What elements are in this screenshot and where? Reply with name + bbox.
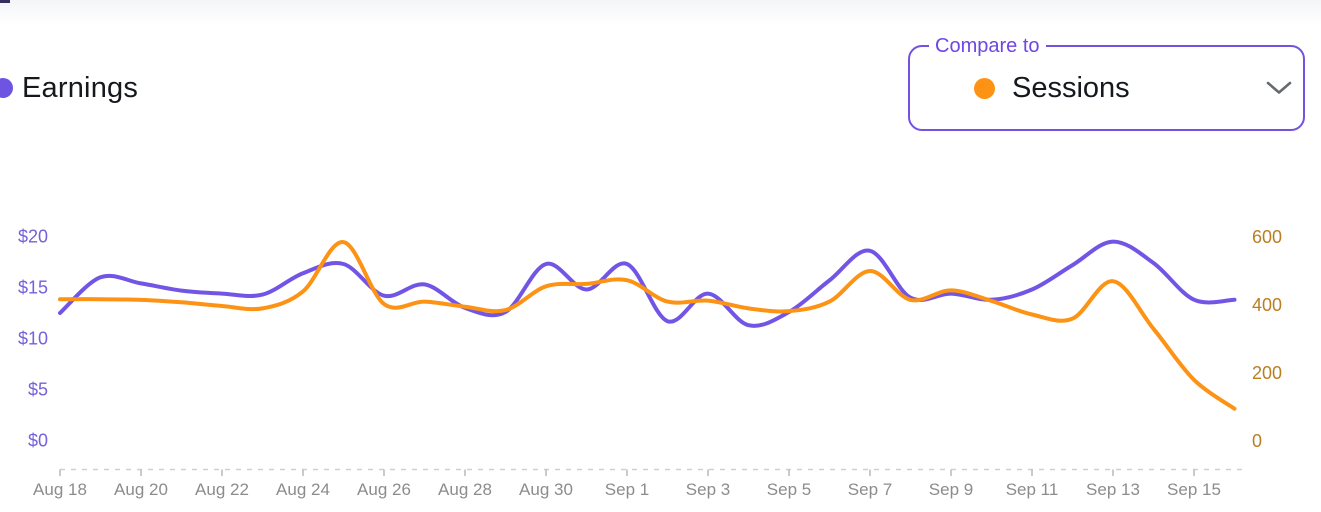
y-axis-left-label: $0 — [28, 431, 48, 451]
y-axis-left-label: $10 — [18, 329, 48, 349]
x-axis-label: Sep 15 — [1167, 480, 1221, 499]
y-axis-left-label: $5 — [28, 380, 48, 400]
chevron-down-icon[interactable] — [1266, 81, 1292, 95]
x-axis-label: Aug 22 — [195, 480, 249, 499]
x-axis-label: Sep 11 — [1006, 480, 1059, 499]
x-axis-label: Aug 18 — [33, 480, 87, 499]
x-axis-label: Aug 24 — [276, 480, 330, 499]
x-axis-label: Sep 3 — [686, 480, 730, 499]
x-axis-label: Aug 28 — [438, 480, 492, 499]
x-axis-label: Aug 30 — [519, 480, 573, 499]
earnings-series-dot — [0, 78, 13, 98]
compare-to-select[interactable]: Compare to Sessions — [908, 34, 1305, 131]
x-axis-label: Sep 1 — [605, 480, 649, 499]
compare-selected-value: Sessions — [1012, 71, 1130, 104]
y-axis-right-label: 400 — [1252, 295, 1282, 315]
y-axis-right-label: 600 — [1252, 227, 1282, 247]
x-axis-label: Aug 20 — [114, 480, 168, 499]
x-axis-label: Sep 5 — [767, 480, 811, 499]
earnings-series-label: Earnings — [22, 71, 139, 104]
x-axis-label: Sep 9 — [929, 480, 973, 499]
compare-to-label: Compare to — [929, 34, 1046, 58]
y-axis-left-label: $20 — [18, 227, 48, 247]
earnings-line[interactable] — [58, 239, 1237, 328]
x-axis-label: Aug 26 — [357, 480, 411, 499]
corner-artifact — [0, 0, 10, 3]
x-axis-label: Sep 7 — [848, 480, 892, 499]
earnings-legend: Earnings — [22, 72, 138, 104]
sessions-series-dot — [974, 77, 995, 99]
sessions-line[interactable] — [58, 240, 1237, 411]
y-axis-right-label: 0 — [1252, 431, 1262, 451]
x-axis-label: Sep 13 — [1086, 480, 1140, 499]
y-axis-left-label: $15 — [18, 278, 48, 298]
y-axis-right-label: 200 — [1252, 363, 1282, 383]
compare-selected-row[interactable]: Sessions — [910, 47, 1303, 129]
